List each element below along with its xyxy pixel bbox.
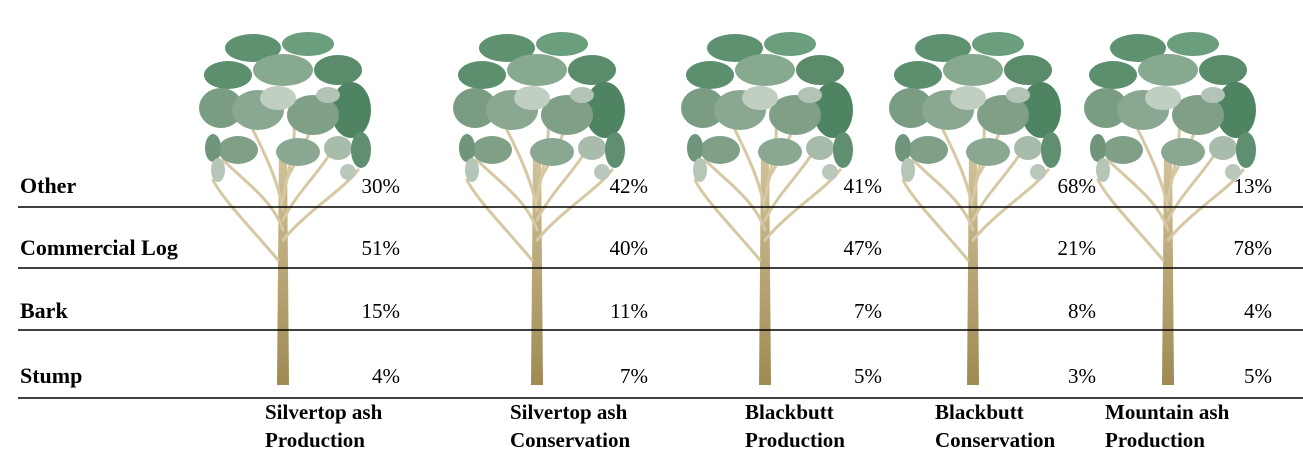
- cell-value: 51%: [362, 236, 401, 260]
- column-label: Conservation: [510, 428, 630, 450]
- column-label: Production: [745, 428, 845, 450]
- cell-value: 40%: [610, 236, 649, 260]
- cell-value: 41%: [844, 174, 883, 198]
- cell-value: 68%: [1058, 174, 1097, 198]
- row-rules: [18, 206, 1303, 399]
- table-text: Other 30% 42% 41% 68% 13% Commercial Log 51% 40%…: [20, 173, 1272, 450]
- column-label: Blackbutt: [935, 400, 1024, 424]
- column-label: Production: [1105, 428, 1205, 450]
- row-label: Stump: [20, 363, 82, 388]
- cell-value: 5%: [854, 364, 882, 388]
- column-label: Mountain ash: [1105, 400, 1230, 424]
- cell-value: 30%: [362, 174, 401, 198]
- cell-value: 78%: [1234, 236, 1273, 260]
- column-label: Blackbutt: [745, 400, 834, 424]
- tree: [887, 30, 1063, 387]
- cell-value: 5%: [1244, 364, 1272, 388]
- cell-value: 15%: [362, 299, 401, 323]
- row-label: Commercial Log: [20, 235, 178, 260]
- tree: [197, 30, 373, 387]
- column-label: Conservation: [935, 428, 1055, 450]
- cell-value: 4%: [372, 364, 400, 388]
- column-label: Silvertop ash: [510, 400, 628, 424]
- tree: [1082, 30, 1258, 387]
- tree-illustrations: [197, 30, 1258, 387]
- column-label: Silvertop ash: [265, 400, 383, 424]
- cell-value: 13%: [1234, 174, 1273, 198]
- row-label: Other: [20, 173, 76, 198]
- cell-value: 42%: [610, 174, 649, 198]
- cell-value: 8%: [1068, 299, 1096, 323]
- cell-value: 11%: [610, 299, 648, 323]
- cell-value: 21%: [1058, 236, 1097, 260]
- cell-value: 7%: [620, 364, 648, 388]
- column-label: Production: [265, 428, 365, 450]
- cell-value: 47%: [844, 236, 883, 260]
- tree: [451, 30, 627, 387]
- row-label: Bark: [20, 298, 68, 323]
- cell-value: 3%: [1068, 364, 1096, 388]
- cell-value: 7%: [854, 299, 882, 323]
- cell-value: 4%: [1244, 299, 1272, 323]
- tree: [679, 30, 855, 387]
